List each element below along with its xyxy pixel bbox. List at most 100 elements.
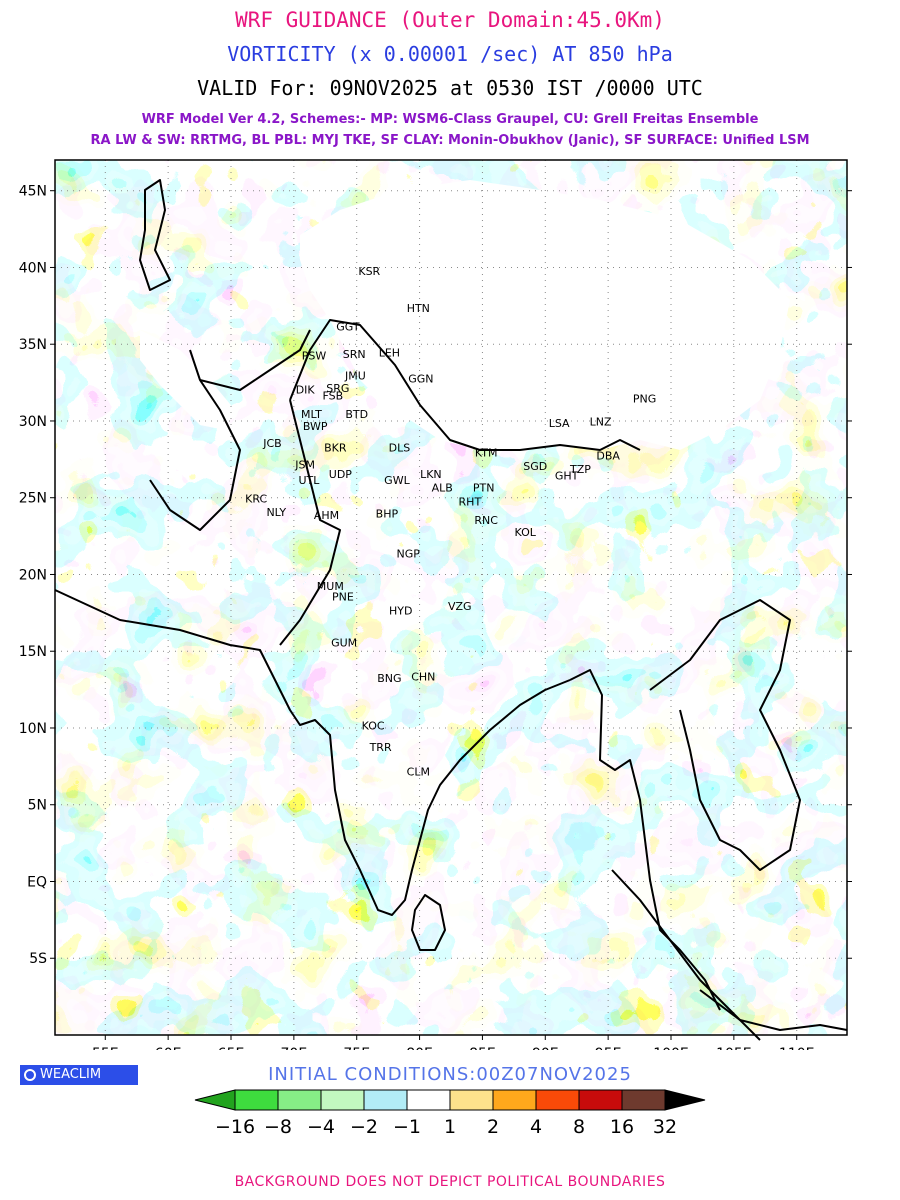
station-bkr: BKR	[324, 442, 347, 455]
station-vzg: VZG	[448, 600, 472, 613]
colorbar-box	[234, 1089, 279, 1111]
lon-tick-label: 55E	[92, 1046, 119, 1050]
colorbar-boxes	[194, 1089, 706, 1111]
station-ahm: AHM	[314, 509, 339, 522]
colorbar-box	[535, 1089, 580, 1111]
station-ggt: GGT	[336, 320, 360, 333]
graticule	[55, 160, 847, 1035]
lon-tick-label: 60E	[155, 1046, 182, 1050]
station-btd: BTD	[345, 408, 368, 421]
chart-title: WRF GUIDANCE (Outer Domain:45.0Km)	[235, 8, 665, 32]
copyright-icon	[24, 1069, 36, 1081]
colorbar-box	[363, 1089, 408, 1111]
lon-tick-label: 70E	[281, 1046, 308, 1050]
weaclim-label: WEACLIM	[40, 1067, 102, 1082]
station-ktm: KTM	[475, 446, 498, 459]
coastline-caspian	[139, 179, 171, 291]
model-info-line2: RA LW & SW: RRTMG, BL PBL: MYJ TKE, SF C…	[90, 133, 810, 148]
colorbar-box	[277, 1089, 322, 1111]
lat-tick-label: 15N	[19, 644, 47, 660]
station-rnc: RNC	[474, 514, 498, 527]
coastlines	[54, 179, 848, 1041]
valid-time: VALID For: 09NOV2025 at 0530 IST /0000 U…	[197, 76, 703, 100]
station-ght: GHT	[555, 469, 579, 482]
lon-tick-label: 75E	[343, 1046, 370, 1050]
colorbar-box	[449, 1089, 494, 1111]
coastline-indochina	[649, 599, 801, 871]
lat-tick-label: 30N	[19, 414, 47, 430]
lon-tick-label: 105E	[716, 1046, 752, 1050]
terrain-mask	[300, 180, 790, 450]
model-info-line1: WRF Model Ver 4.2, Schemes:- MP: WSM6-Cl…	[141, 112, 759, 127]
station-psw: PSW	[302, 350, 327, 363]
station-kol: KOL	[514, 526, 536, 539]
axis-ticks: 45N 40N 35N 30N 25N 20N 15N 10N 5N EQ 5S 55E 60E 65E 7…	[19, 184, 852, 1050]
terrain-mask-iran	[140, 330, 235, 430]
vorticity-map: 45N 40N 35N 30N 25N 20N 15N 10N 5N EQ 5S 55E 60E 65E 7…	[19, 159, 852, 1050]
lat-tick-label: EQ	[27, 874, 47, 890]
station-leh: LEH	[379, 346, 400, 359]
coastline-sumatra	[611, 869, 761, 1041]
station-fsb: FSB	[322, 389, 343, 402]
lon-tick-label: 90E	[532, 1046, 559, 1050]
colorbar-label: 4	[530, 1116, 542, 1138]
colorbar-label: 32	[653, 1116, 677, 1138]
lat-tick-label: 40N	[19, 260, 47, 276]
border-afghanistan	[199, 329, 311, 391]
station-utl: UTL	[298, 474, 320, 487]
station-krc: KRC	[245, 492, 267, 505]
station-clm: CLM	[407, 766, 430, 779]
colorbar-label: 2	[487, 1116, 499, 1138]
colorbar-box	[320, 1089, 365, 1111]
lat-tick-label: 25N	[19, 491, 47, 507]
lon-tick-label: 100E	[653, 1046, 689, 1050]
lat-tick-label: 10N	[19, 721, 47, 737]
station-dls: DLS	[389, 442, 411, 455]
station-srn: SRN	[343, 348, 366, 361]
lon-tick-label: 65E	[218, 1046, 245, 1050]
variable-subtitle: VORTICITY (x 0.00001 /sec) AT 850 hPa	[227, 42, 673, 66]
station-lkn: LKN	[420, 468, 442, 481]
station-rht: RHT	[459, 495, 482, 508]
colorbar-label: 8	[573, 1116, 585, 1138]
colorbar-label: −16	[215, 1116, 255, 1138]
weaclim-badge: WEACLIM	[20, 1065, 138, 1085]
station-srg: SRG	[326, 382, 349, 395]
colorbar-box	[406, 1089, 451, 1111]
station-ngp: NGP	[397, 548, 421, 561]
station-udp: UDP	[329, 468, 353, 481]
coastline-burma	[569, 669, 721, 1011]
lat-tick-label: 5S	[29, 951, 47, 967]
lat-tick-label: 45N	[19, 184, 47, 200]
station-pne: PNE	[332, 591, 354, 604]
colorbar-label: −2	[350, 1116, 378, 1138]
station-gum: GUM	[331, 637, 357, 650]
lon-tick-label: 80E	[406, 1046, 433, 1050]
colorbar: −16 −8 −4 −2 −1 1 2 4 8 16 32	[194, 1089, 706, 1138]
station-alb: ALB	[432, 482, 453, 495]
station-koc: KOC	[362, 720, 385, 733]
colorbar-label: −1	[393, 1116, 421, 1138]
colorbar-high-arrow	[664, 1089, 706, 1111]
station-lnz: LNZ	[590, 416, 612, 429]
colorbar-box	[621, 1089, 666, 1111]
colorbar-box	[578, 1089, 623, 1111]
colorbar-label: 1	[444, 1116, 456, 1138]
station-ptn: PTN	[473, 482, 495, 495]
station-dik: DIK	[296, 383, 316, 396]
map-frame	[54, 159, 848, 1036]
lat-tick-label: 20N	[19, 567, 47, 583]
station-mum: MUM	[317, 580, 344, 593]
coastline-srilanka	[411, 894, 446, 951]
station-jmu: JMU	[344, 370, 366, 383]
vorticity-field	[55, 160, 847, 1035]
boundary-disclaimer: BACKGROUND DOES NOT DEPICT POLITICAL BOU…	[234, 1174, 666, 1190]
colorbar-low-arrow	[194, 1089, 236, 1111]
lon-tick-label: 85E	[469, 1046, 496, 1050]
colorbar-label: −4	[307, 1116, 335, 1138]
station-trr: TRR	[369, 741, 392, 754]
station-bwp: BWP	[303, 420, 328, 433]
station-sgd: SGD	[523, 460, 547, 473]
station-jcb: JCB	[262, 437, 281, 450]
